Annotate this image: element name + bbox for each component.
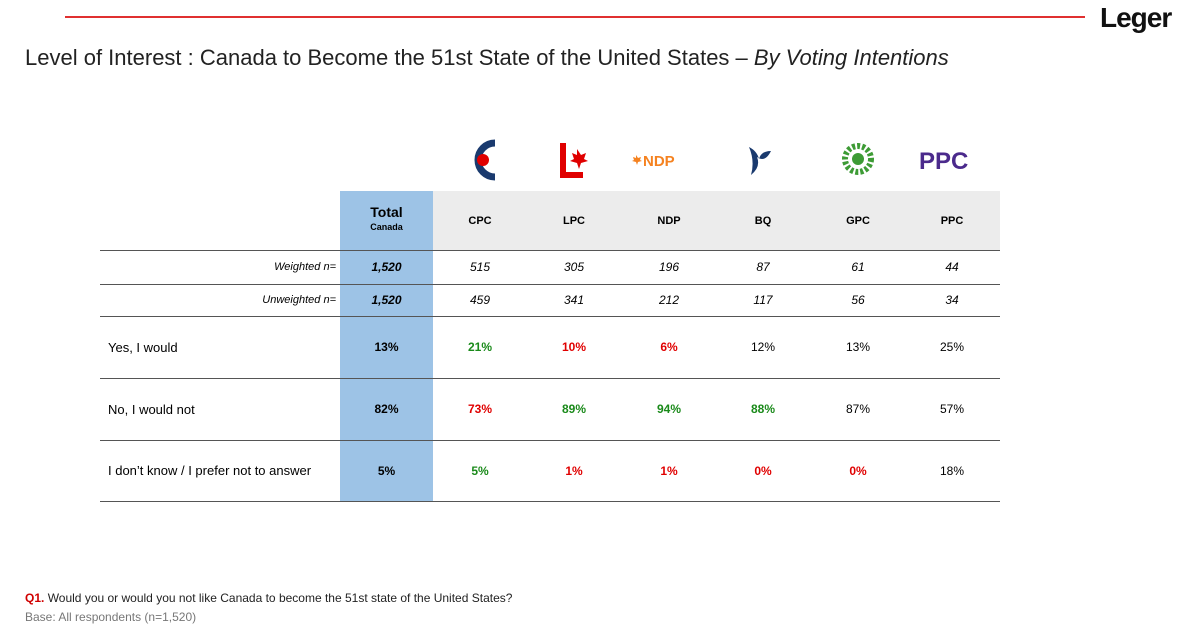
column-header: PPC — [940, 214, 964, 227]
cpc-logo — [474, 139, 496, 181]
ndp-logo-text: NDP — [643, 153, 675, 170]
value-cell: 18% — [939, 463, 965, 478]
title-text: Level of Interest : Canada to Become the… — [25, 45, 754, 70]
row-line — [100, 501, 1000, 502]
value-cell: 89% — [561, 402, 587, 416]
row-label: Unweighted n= — [262, 294, 336, 306]
value-cell: 515 — [469, 260, 491, 274]
party-logos: NDP PPC — [474, 139, 968, 181]
ppc-logo-text: PPC — [919, 148, 968, 175]
row-line — [100, 316, 1000, 317]
column-header: CPC — [468, 214, 492, 227]
total-cell: 1,520 — [371, 293, 402, 307]
value-cell: 0% — [849, 463, 867, 478]
title: Level of Interest : Canada to Become the… — [25, 45, 949, 71]
gpc-logo — [842, 143, 874, 175]
value-cell: 1% — [660, 463, 678, 478]
row-label: I don’t know / I prefer not to answer — [108, 463, 312, 478]
top-rule — [65, 16, 1085, 18]
value-cell: 459 — [469, 293, 491, 307]
total-cell: 1,520 — [371, 260, 402, 274]
value-cell: 10% — [561, 340, 587, 354]
title-italic: By Voting Intentions — [753, 45, 949, 70]
question-text: Would you or would you not like Canada t… — [47, 591, 513, 605]
column-header: LPC — [563, 214, 585, 227]
value-cell: 305 — [563, 260, 585, 274]
value-cell: 56 — [851, 293, 865, 307]
value-cell: 117 — [753, 293, 773, 307]
total-header: Total — [370, 204, 403, 220]
ndp-logo: NDP — [632, 153, 675, 170]
value-cell: 61 — [851, 260, 865, 274]
value-cell: 212 — [658, 293, 680, 307]
value-cell: 12% — [750, 340, 776, 354]
value-cell: 34 — [945, 293, 959, 307]
total-subheader: Canada — [370, 222, 403, 232]
value-cell: 196 — [658, 260, 680, 274]
value-cell: 87% — [845, 402, 871, 416]
value-cell: 5% — [471, 463, 489, 478]
logo: Leger — [1100, 2, 1172, 33]
row-line — [100, 250, 1000, 251]
header-bg — [433, 191, 1000, 250]
value-cell: 1% — [565, 463, 583, 478]
column-header: BQ — [754, 214, 772, 227]
value-cell: 73% — [467, 402, 493, 416]
column-header: NDP — [657, 214, 681, 227]
value-cell: 87 — [756, 260, 770, 274]
value-cell: 88% — [750, 402, 776, 416]
footer-base: Base: All respondents (n=1,520) — [25, 610, 197, 624]
value-cell: 94% — [656, 402, 682, 416]
value-cell: 25% — [939, 340, 965, 354]
value-cell: 0% — [754, 463, 772, 478]
value-cell: 341 — [563, 293, 585, 307]
value-cell: 21% — [467, 340, 493, 354]
row-label: No, I would not — [108, 401, 195, 417]
total-cell: 82% — [374, 402, 399, 416]
lpc-logo — [560, 143, 588, 178]
value-cell: 6% — [660, 340, 678, 354]
row-line — [100, 378, 1000, 379]
row-label: Weighted n= — [274, 261, 336, 273]
ppc-logo: PPC — [919, 148, 968, 175]
total-cell: 5% — [377, 463, 396, 478]
bq-logo — [749, 147, 771, 175]
total-column-bg — [340, 191, 433, 501]
value-cell: 44 — [945, 260, 959, 274]
value-cell: 57% — [939, 402, 965, 416]
value-cell: 13% — [845, 340, 871, 354]
row-line — [100, 284, 1000, 285]
column-header: GPC — [846, 214, 870, 227]
row-label: Yes, I would — [108, 339, 178, 355]
footer-question: Q1. Would you or would you not like Cana… — [25, 591, 512, 605]
row-line — [100, 440, 1000, 441]
question-id: Q1. — [25, 591, 45, 605]
total-cell: 13% — [374, 340, 399, 354]
